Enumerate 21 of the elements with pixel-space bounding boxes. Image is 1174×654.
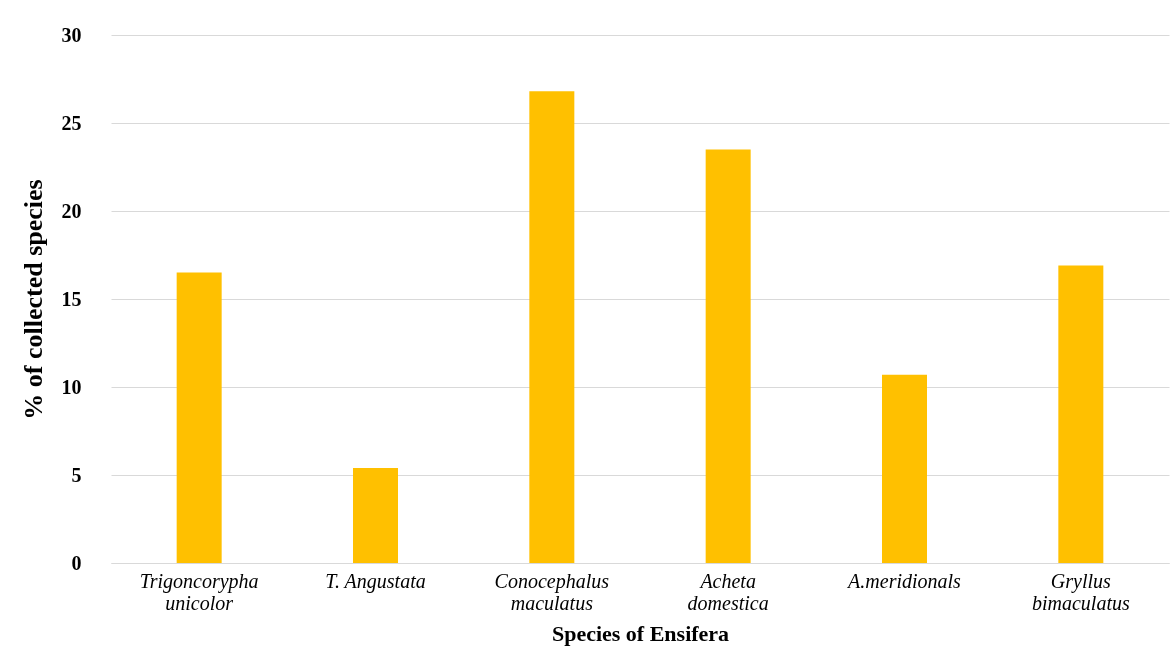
y-tick-label: 0 [71,551,82,574]
y-tick-label: 20 [61,199,82,222]
y-tick-label: 25 [61,111,82,134]
y-axis-title: % of collected species [18,179,48,420]
x-tick-label: Conocephalus maculatus [494,569,610,614]
bar [176,272,222,563]
x-tick-label: Trigoncorypha unicolor [139,569,259,614]
bar [705,149,751,563]
bar [1058,265,1104,563]
x-tick-label: A.meridionals [846,569,962,592]
x-axis-title: Species of Ensifera [551,620,730,646]
y-tick-label: 15 [61,287,82,310]
bar [882,374,927,563]
x-tick-label: T. Angustata [325,569,426,593]
y-tick-label: 30 [61,23,82,46]
x-tick-label: Acheta domestica [687,569,769,614]
x-tick-label: Gryllus bimaculatus [1031,569,1130,614]
bar [529,91,575,563]
bar [353,467,398,563]
y-tick-label: 5 [71,463,82,486]
y-tick-label: 10 [61,375,82,398]
